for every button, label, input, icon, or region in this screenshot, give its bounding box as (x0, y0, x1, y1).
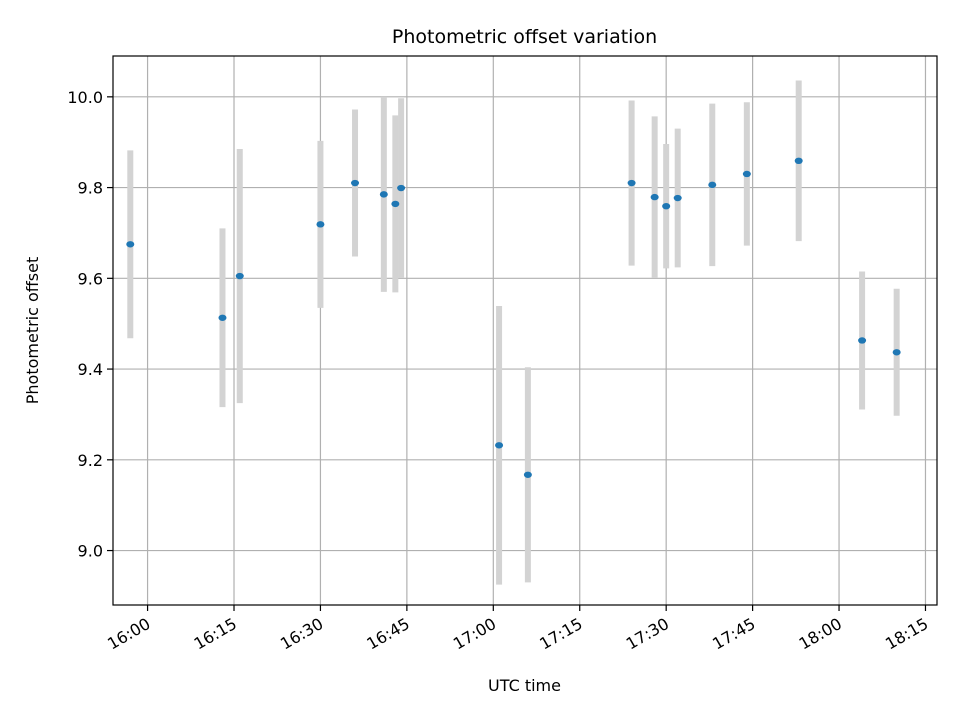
plot-frame (112, 55, 938, 606)
data-point (397, 184, 406, 192)
x-tick-label: 16:45 (363, 614, 412, 654)
y-axis-ticks: 9.0 9.2 9.4 9.6 9.8 10.0 (67, 88, 113, 561)
data-point (892, 349, 901, 356)
data-point (650, 193, 659, 201)
data-point (218, 314, 227, 321)
data-point (858, 337, 867, 344)
data-point (794, 157, 803, 165)
y-tick-label: 9.4 (78, 360, 103, 379)
x-axis-label: UTC time (488, 676, 561, 695)
data-point (379, 191, 388, 198)
x-tick-label: 18:00 (796, 614, 845, 654)
data-point (235, 272, 244, 280)
data-point (351, 179, 360, 187)
y-tick-label: 9.8 (78, 179, 103, 198)
x-tick-label: 18:15 (882, 614, 931, 654)
data-points (126, 157, 901, 478)
data-point (126, 241, 135, 248)
data-point (627, 179, 636, 187)
data-point (662, 202, 671, 210)
chart-title: Photometric offset variation (392, 26, 657, 48)
data-point (742, 170, 751, 178)
data-point (673, 194, 682, 202)
x-tick-label: 17:00 (450, 614, 499, 654)
y-axis-label: Photometric offset (23, 257, 42, 405)
x-tick-label: 16:15 (191, 614, 240, 654)
errorbars (127, 80, 900, 585)
data-point (391, 200, 400, 208)
data-point (523, 471, 532, 478)
x-tick-label: 17:15 (536, 614, 585, 654)
y-tick-label: 9.2 (78, 451, 103, 470)
data-point (316, 221, 325, 228)
x-tick-label: 16:00 (104, 614, 153, 654)
y-tick-label: 9.0 (78, 542, 103, 561)
y-tick-label: 10.0 (67, 88, 103, 107)
x-axis-ticks: 16:00 16:15 16:30 16:45 17:00 17:15 17:30 17:45… (104, 605, 931, 654)
x-tick-label: 16:30 (277, 614, 326, 654)
data-point (708, 181, 717, 189)
y-tick-label: 9.6 (78, 269, 103, 288)
data-point (495, 442, 504, 449)
x-tick-label: 17:45 (709, 614, 758, 654)
x-tick-label: 17:30 (623, 614, 672, 654)
